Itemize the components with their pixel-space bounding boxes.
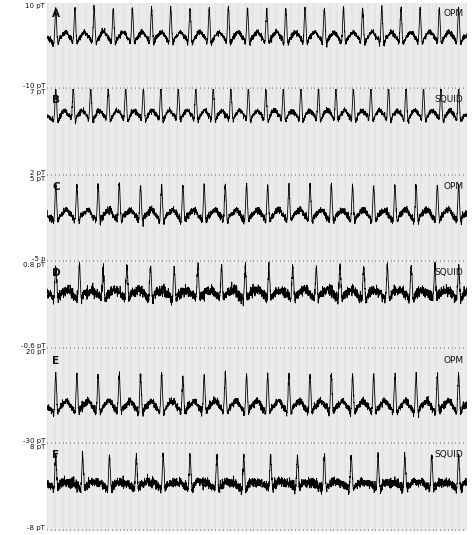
Text: 0.8 pT: 0.8 pT	[23, 262, 46, 269]
Text: A: A	[53, 9, 60, 19]
Text: SQUID: SQUID	[435, 450, 464, 459]
Text: -0.6 pT: -0.6 pT	[21, 343, 46, 349]
Text: OPM: OPM	[443, 356, 464, 364]
Text: 7 pT: 7 pT	[30, 89, 46, 95]
Text: 5 pT: 5 pT	[30, 176, 46, 182]
Text: -30 pT: -30 pT	[23, 438, 46, 444]
Text: SQUID: SQUID	[435, 269, 464, 278]
Text: -5 p: -5 p	[32, 256, 46, 262]
Text: B: B	[53, 95, 60, 105]
Text: OPM: OPM	[443, 182, 464, 191]
Text: OPM: OPM	[443, 9, 464, 18]
Text: 2 pT: 2 pT	[30, 170, 46, 176]
Text: D: D	[53, 269, 61, 278]
Text: 10 pT: 10 pT	[26, 3, 46, 9]
Text: C: C	[53, 182, 60, 192]
Text: 20 pT: 20 pT	[26, 349, 46, 355]
Text: -8 pT: -8 pT	[27, 525, 46, 531]
Text: F: F	[53, 450, 60, 460]
Text: -10 pT: -10 pT	[23, 83, 46, 89]
Text: 8 pT: 8 pT	[30, 444, 46, 450]
Text: SQUID: SQUID	[435, 95, 464, 104]
Text: E: E	[53, 356, 60, 365]
